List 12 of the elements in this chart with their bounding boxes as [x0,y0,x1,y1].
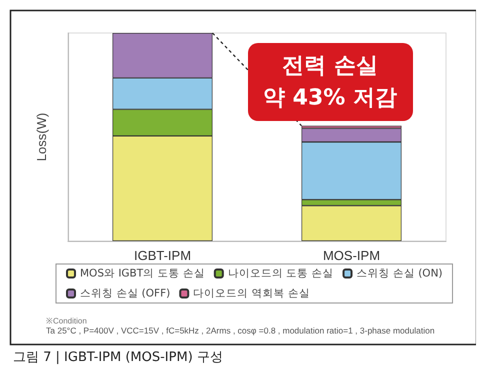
annotation: 전력 손실 약 43% 저감 [263,54,397,110]
legend-label: 스위칭 손실 (ON) [356,268,443,280]
legend-label: 다이오드의 역회복 손실 [193,288,310,300]
x-tick-label: IGBT-IPM [134,248,192,263]
legend-label: 스위칭 손실 (OFF) [80,288,170,300]
y-axis-title: Loss(W) [34,112,49,162]
text: Ta 25°C , P=400V , VCC=15V , fC=5kHz , 2Arms , cosφ =0.8 , modulation ratio=1 , 3-phase modulation [46,326,435,336]
text: 그림 7 | IGBT-IPM (MOS-IPM) 구성 [13,350,223,365]
legend-label: MOS와 IGBT의 도통 손실 [80,268,205,280]
text: ※Condition [46,316,87,326]
x-tick-label: MOS-IPM [322,248,380,263]
legend-label: 나이오드의 도통 손실 [228,268,334,280]
